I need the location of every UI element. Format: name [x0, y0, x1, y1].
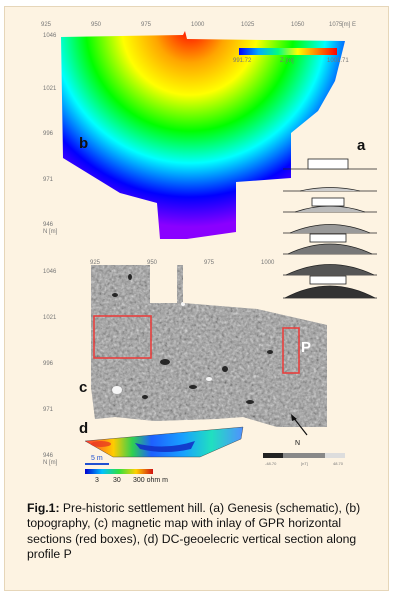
mag-scale-right: 48.70: [333, 461, 344, 466]
mag-y-tick: 996: [43, 361, 54, 367]
north-label: N: [295, 440, 301, 447]
topo-x-tick: 1000: [191, 22, 205, 28]
mag-scale-bar: [263, 453, 345, 458]
topo-x-tick: 1025: [241, 22, 255, 28]
dc-section: [84, 426, 244, 474]
topo-y-unit: N [m]: [43, 229, 58, 235]
mag-x-tick: 975: [204, 260, 215, 266]
figure-frame: 925 950 975 1000 1025 1050 1075 [m] E 10…: [4, 6, 389, 591]
mag-y-tick: 946: [43, 453, 54, 459]
topo-x-tick: 975: [141, 22, 152, 28]
genesis-schematic: [283, 158, 377, 299]
panel-label-a: a: [357, 137, 366, 154]
caption-text: Pre-historic settlement hill. (a) Genesi…: [27, 501, 361, 562]
topo-x-tick: 925: [41, 22, 52, 28]
panel-label-c: c: [79, 379, 88, 396]
mag-y-tick: 971: [43, 407, 54, 413]
res-tick: 30: [113, 477, 121, 484]
mag-x-tick: 950: [147, 260, 158, 266]
panel-label-b: b: [79, 135, 89, 152]
figure-caption: Fig.1: Pre-historic settlement hill. (a)…: [27, 501, 377, 563]
profile-label: P: [301, 339, 312, 356]
dc-scale-label: 5 m: [91, 455, 103, 462]
topo-y-tick: 996: [43, 131, 54, 137]
mag-x-tick: 925: [90, 260, 101, 266]
topo-y-tick: 1021: [43, 86, 57, 92]
topo-colorbar: [239, 48, 337, 55]
topo-x-tick: 1075: [329, 22, 343, 28]
colorbar-max: 1001.71: [327, 58, 349, 64]
mag-scale-left: -48.70: [265, 461, 277, 466]
topo-x-unit: [m] E: [342, 22, 357, 28]
topo-y-tick: 1046: [43, 33, 57, 39]
mag-y-unit: N [m]: [43, 460, 58, 466]
res-tick: 3: [95, 477, 99, 484]
topo-map: [61, 31, 345, 239]
res-tick: 300 ohm m: [133, 477, 169, 484]
north-arrow: [291, 414, 308, 436]
gpr-box-right: [282, 327, 300, 374]
dc-scale-bar: [85, 463, 109, 465]
mag-scale-unit: [nT]: [301, 461, 308, 466]
colorbar-min: 991.72: [233, 58, 252, 64]
caption-fig-label: Fig.1:: [27, 501, 60, 515]
mag-y-tick: 1021: [43, 315, 57, 321]
topo-y-tick: 971: [43, 177, 54, 183]
mag-y-tick: 1046: [43, 269, 57, 275]
topo-x-tick: 1050: [291, 22, 305, 28]
topo-y-tick: 946: [43, 222, 54, 228]
panel-label-d: d: [79, 420, 89, 437]
resistivity-colorbar: [85, 469, 153, 474]
mag-x-tick: 1000: [261, 260, 275, 266]
topo-x-tick: 950: [91, 22, 102, 28]
colorbar-label: Z [m]: [280, 58, 294, 64]
gpr-box-left: [93, 315, 152, 359]
magnetic-map: [91, 265, 345, 458]
